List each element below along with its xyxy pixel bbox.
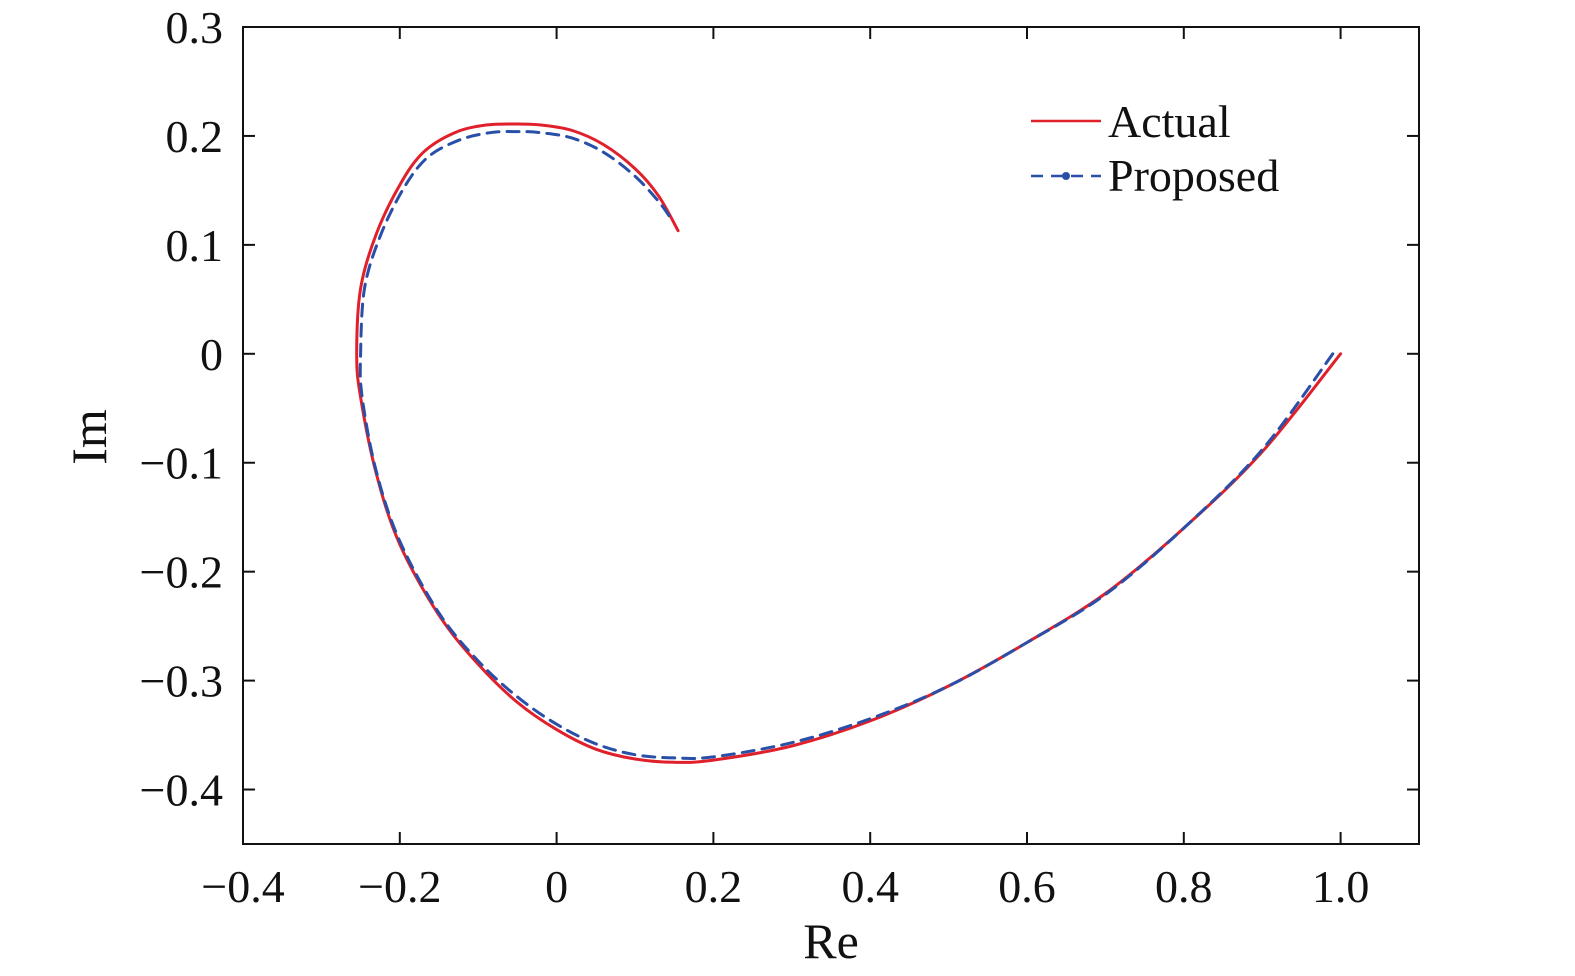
- tick-labels: −0.4 −0.2 0 0.2 0.4 0.6 0.8 1.0 0.3 0.2 0.1 0 −0.1 −0…: [140, 2, 1370, 912]
- x-tick-label: 0.4: [841, 861, 899, 912]
- x-tick-label: 0.6: [998, 861, 1056, 912]
- x-tick-label: 0.2: [685, 861, 743, 912]
- y-tick-label: −0.2: [140, 547, 223, 598]
- legend-label-actual: Actual: [1108, 96, 1231, 147]
- legend-label-proposed: Proposed: [1108, 150, 1279, 201]
- x-tick-label: 0: [545, 861, 568, 912]
- series-layer: [355, 122, 1343, 764]
- x-tick-label: 0.8: [1155, 861, 1213, 912]
- legend-marker-proposed: [1062, 172, 1070, 180]
- y-tick-label: 0.2: [166, 111, 224, 162]
- y-tick-label: −0.1: [140, 438, 223, 489]
- y-tick-label: 0.3: [166, 2, 224, 53]
- plot-frame: [242, 26, 1420, 845]
- y-tick-label: −0.4: [140, 765, 223, 816]
- y-axis-label: Im: [61, 409, 117, 465]
- legend: Actual Proposed: [1031, 96, 1279, 201]
- x-axis-label: Re: [803, 913, 859, 969]
- y-tick-label: 0: [200, 329, 223, 380]
- x-tick-label: −0.4: [201, 861, 284, 912]
- series-line-actual: [355, 122, 1343, 764]
- x-tick-label: −0.2: [358, 861, 441, 912]
- series-line-proposed: [358, 130, 1335, 760]
- y-tick-label: −0.3: [140, 656, 223, 707]
- x-tick-label: 1.0: [1312, 861, 1370, 912]
- y-tick-label: 0.1: [166, 220, 224, 271]
